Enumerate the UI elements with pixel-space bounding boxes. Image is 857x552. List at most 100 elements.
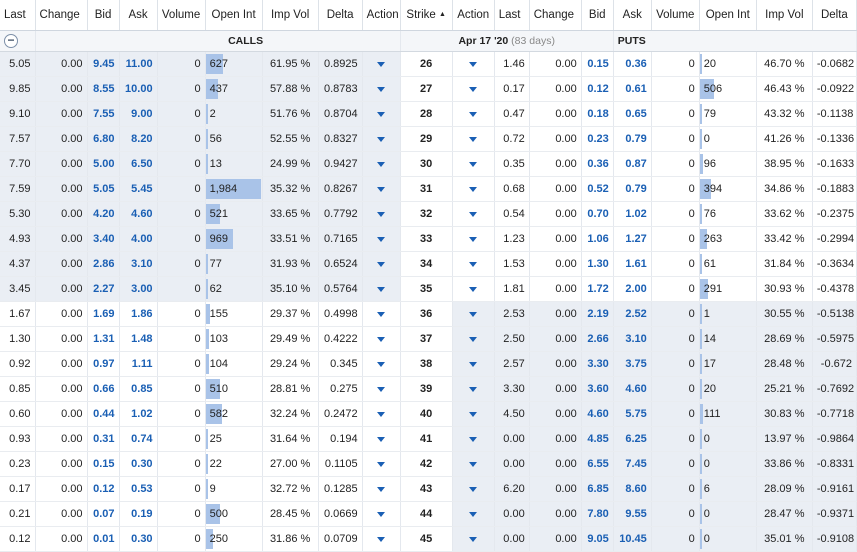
put-action-cell[interactable] [452,476,495,502]
col-header-put-delta[interactable]: Delta [812,0,857,31]
table-row[interactable]: 0.92 0.00 0.97 1.11 0 104 29.24 % 0.345 38 2.57 0.… [0,351,857,377]
call-ask-cell[interactable]: 4.60 [119,201,158,227]
col-header-put-bid[interactable]: Bid [581,0,614,31]
col-header-strike[interactable]: Strike ▲ [400,0,453,31]
put-ask-cell[interactable]: 8.60 [613,476,652,502]
put-ask-cell[interactable]: 3.75 [613,351,652,377]
table-row[interactable]: 9.10 0.00 7.55 9.00 0 2 51.76 % 0.8704 28 0.47 0.0… [0,101,857,127]
put-action-cell[interactable] [452,301,495,327]
action-dropdown-icon[interactable] [377,412,386,417]
put-ask-cell[interactable]: 7.45 [613,451,652,477]
call-action-cell[interactable] [362,251,401,277]
col-header-call-delta[interactable]: Delta [318,0,363,31]
call-ask-cell[interactable]: 1.11 [119,351,158,377]
call-ask-cell[interactable]: 1.86 [119,301,158,327]
put-action-cell[interactable] [452,126,495,152]
put-ask-cell[interactable]: 0.87 [613,151,652,177]
table-row[interactable]: 0.93 0.00 0.31 0.74 0 25 31.64 % 0.194 41 0.00 0.0… [0,426,857,452]
call-bid-cell[interactable]: 0.66 [87,376,120,402]
put-bid-cell[interactable]: 0.23 [581,126,614,152]
call-ask-cell[interactable]: 9.00 [119,101,158,127]
put-ask-cell[interactable]: 2.52 [613,301,652,327]
put-bid-cell[interactable]: 0.36 [581,151,614,177]
put-action-cell[interactable] [452,51,495,77]
call-action-cell[interactable] [362,351,401,377]
col-header-call-bid[interactable]: Bid [87,0,120,31]
col-header-put-imp-vol[interactable]: Imp Vol [756,0,813,31]
action-dropdown-icon[interactable] [377,112,386,117]
col-header-call-imp-vol[interactable]: Imp Vol [262,0,319,31]
put-action-cell[interactable] [452,526,495,552]
put-action-cell[interactable] [452,201,495,227]
put-action-cell[interactable] [452,376,495,402]
put-ask-cell[interactable]: 4.60 [613,376,652,402]
call-action-cell[interactable] [362,326,401,352]
put-action-cell[interactable] [452,326,495,352]
action-dropdown-icon[interactable] [377,362,386,367]
call-bid-cell[interactable]: 0.01 [87,526,120,552]
put-bid-cell[interactable]: 1.72 [581,276,614,302]
action-dropdown-icon[interactable] [469,337,478,342]
call-action-cell[interactable] [362,476,401,502]
action-dropdown-icon[interactable] [469,437,478,442]
call-bid-cell[interactable]: 2.86 [87,251,120,277]
action-dropdown-icon[interactable] [377,437,386,442]
put-action-cell[interactable] [452,101,495,127]
action-dropdown-icon[interactable] [377,162,386,167]
put-ask-cell[interactable]: 1.27 [613,226,652,252]
put-bid-cell[interactable]: 0.15 [581,51,614,77]
call-action-cell[interactable] [362,76,401,102]
table-row[interactable]: 0.17 0.00 0.12 0.53 0 9 32.72 % 0.1285 43 6.20 0.0… [0,476,857,502]
put-ask-cell[interactable]: 3.10 [613,326,652,352]
action-dropdown-icon[interactable] [377,312,386,317]
put-bid-cell[interactable]: 4.85 [581,426,614,452]
call-action-cell[interactable] [362,401,401,427]
col-header-put-volume[interactable]: Volume [651,0,700,31]
col-header-put-change[interactable]: Change [529,0,582,31]
action-dropdown-icon[interactable] [377,62,386,67]
put-action-cell[interactable] [452,176,495,202]
col-header-call-open-int[interactable]: Open Int [205,0,263,31]
action-dropdown-icon[interactable] [469,112,478,117]
put-bid-cell[interactable]: 1.06 [581,226,614,252]
put-action-cell[interactable] [452,426,495,452]
action-dropdown-icon[interactable] [377,212,386,217]
put-ask-cell[interactable]: 0.79 [613,126,652,152]
action-dropdown-icon[interactable] [469,137,478,142]
put-bid-cell[interactable]: 2.19 [581,301,614,327]
call-ask-cell[interactable]: 3.00 [119,276,158,302]
call-bid-cell[interactable]: 1.31 [87,326,120,352]
put-action-cell[interactable] [452,151,495,177]
col-header-call-last[interactable]: Last [0,0,36,31]
action-dropdown-icon[interactable] [377,237,386,242]
action-dropdown-icon[interactable] [469,262,478,267]
table-row[interactable]: 0.85 0.00 0.66 0.85 0 510 28.81 % 0.275 39 3.30 0.… [0,376,857,402]
call-bid-cell[interactable]: 0.12 [87,476,120,502]
table-row[interactable]: 0.21 0.00 0.07 0.19 0 500 28.45 % 0.0669 44 0.00 0… [0,501,857,527]
call-bid-cell[interactable]: 3.40 [87,226,120,252]
call-ask-cell[interactable]: 3.10 [119,251,158,277]
call-bid-cell[interactable]: 0.15 [87,451,120,477]
put-action-cell[interactable] [452,276,495,302]
call-action-cell[interactable] [362,101,401,127]
action-dropdown-icon[interactable] [469,462,478,467]
put-ask-cell[interactable]: 1.61 [613,251,652,277]
table-row[interactable]: 0.12 0.00 0.01 0.30 0 250 31.86 % 0.0709 45 0.00 0… [0,526,857,552]
call-action-cell[interactable] [362,426,401,452]
call-bid-cell[interactable]: 0.07 [87,501,120,527]
put-ask-cell[interactable]: 5.75 [613,401,652,427]
col-header-put-open-int[interactable]: Open Int [699,0,757,31]
call-ask-cell[interactable]: 8.20 [119,126,158,152]
col-header-put-last[interactable]: Last [494,0,530,31]
call-bid-cell[interactable]: 0.31 [87,426,120,452]
put-bid-cell[interactable]: 0.52 [581,176,614,202]
table-row[interactable]: 5.30 0.00 4.20 4.60 0 521 33.65 % 0.7792 32 0.54 0… [0,201,857,227]
put-bid-cell[interactable]: 0.18 [581,101,614,127]
put-bid-cell[interactable]: 6.85 [581,476,614,502]
put-action-cell[interactable] [452,251,495,277]
action-dropdown-icon[interactable] [469,237,478,242]
action-dropdown-icon[interactable] [377,387,386,392]
put-ask-cell[interactable]: 0.79 [613,176,652,202]
action-dropdown-icon[interactable] [469,487,478,492]
action-dropdown-icon[interactable] [377,512,386,517]
